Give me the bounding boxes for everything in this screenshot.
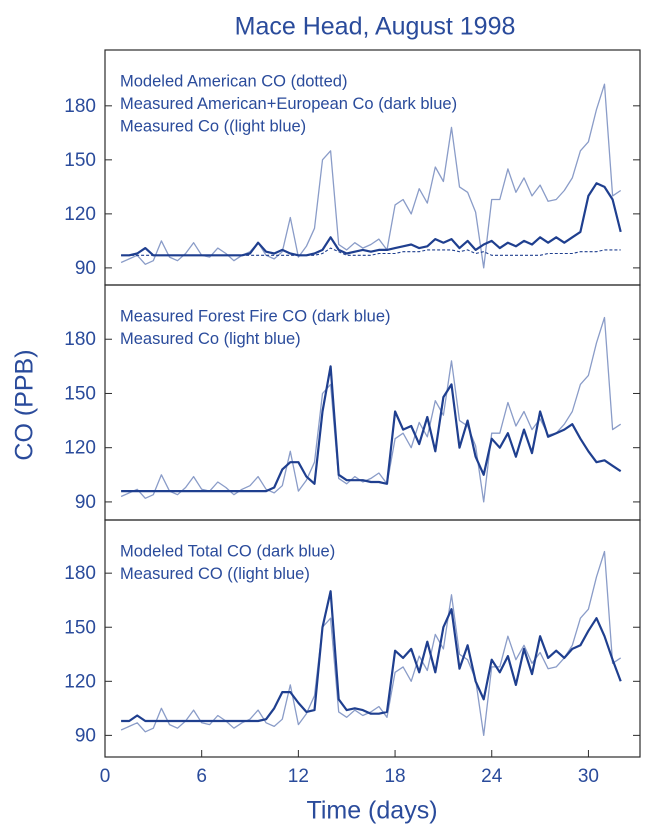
legend-label: Measured Co (light blue) (120, 330, 301, 348)
y-tick-label: 150 (64, 617, 96, 638)
y-tick-label: 120 (64, 671, 96, 692)
x-tick-label: 12 (288, 766, 309, 787)
y-tick-label: 150 (64, 383, 96, 404)
y-tick-label: 120 (64, 204, 96, 225)
x-tick-label: 30 (578, 766, 599, 787)
legend-label: Modeled Total CO (dark blue) (120, 542, 335, 560)
series-line (121, 182, 622, 257)
legend-label: Measured CO ((light blue) (120, 565, 310, 583)
x-tick-label: 18 (384, 766, 405, 787)
x-axis-label: Time (days) (306, 797, 437, 825)
chart-title: Mace Head, August 1998 (235, 13, 516, 41)
y-tick-label: 90 (75, 725, 96, 746)
y-tick-label: 90 (75, 258, 96, 279)
panel-frame (104, 519, 641, 758)
y-axis-label: CO (PPB) (11, 349, 39, 460)
y-tick-label: 180 (64, 563, 96, 584)
y-tick-label: 120 (64, 438, 96, 459)
y-tick-label: 180 (64, 96, 96, 117)
series-line (120, 550, 622, 737)
series-line (121, 365, 622, 493)
legend-label: Modeled American CO (dotted) (120, 72, 347, 90)
series-line (121, 590, 622, 723)
y-tick-label: 180 (64, 329, 96, 350)
x-tick-label: 0 (100, 766, 111, 787)
legend-label: Measured American+European Co (dark blue… (120, 95, 457, 113)
y-tick-label: 150 (64, 150, 96, 171)
series-line (121, 247, 621, 256)
legend-label: Measured Forest Fire CO (dark blue) (120, 307, 391, 325)
legend-label: Measured Co ((light blue) (120, 117, 306, 135)
x-tick-label: 6 (196, 766, 207, 787)
y-tick-label: 90 (75, 492, 96, 513)
x-tick-label: 24 (481, 766, 503, 787)
